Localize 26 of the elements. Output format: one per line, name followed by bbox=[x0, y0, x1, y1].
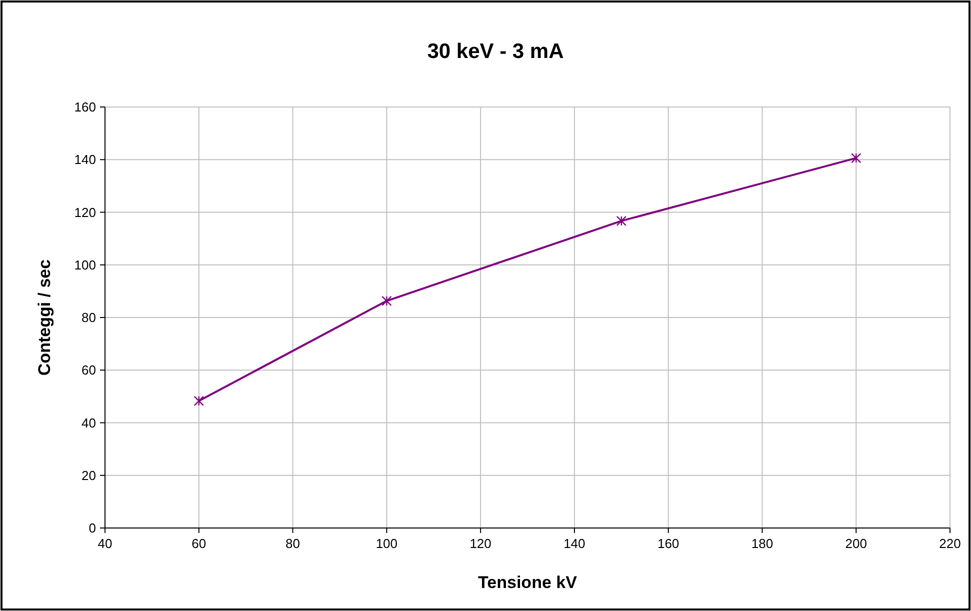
y-tick-label: 80 bbox=[82, 310, 96, 325]
x-axis-title: Tensione kV bbox=[478, 573, 578, 592]
point bbox=[851, 152, 862, 164]
x-tick-label: 180 bbox=[751, 536, 774, 551]
x-tick-label: 120 bbox=[470, 536, 492, 551]
point bbox=[616, 216, 626, 226]
y-tick-label: 160 bbox=[74, 100, 96, 114]
x-tick-label: 100 bbox=[376, 536, 398, 551]
y-tick-label: 60 bbox=[82, 362, 96, 378]
y-tick-label: 140 bbox=[74, 152, 96, 168]
point bbox=[382, 296, 392, 306]
x-tick-label: 40 bbox=[98, 536, 112, 551]
x-tick-label: 200 bbox=[845, 536, 867, 551]
point bbox=[194, 396, 204, 406]
y-tick-label: 20 bbox=[82, 468, 96, 483]
y-axis-title: Conteggi / sec bbox=[35, 259, 54, 376]
x-tick-label: 140 bbox=[564, 536, 586, 551]
x-tick-label: 220 bbox=[939, 536, 961, 551]
y-tick-label: 0 bbox=[88, 520, 96, 536]
chart-title: 30 keV - 3 mA bbox=[427, 40, 564, 63]
y-tick-label: 120 bbox=[74, 204, 96, 220]
y-tick-label: 100 bbox=[74, 257, 96, 272]
x-tick-label: 160 bbox=[657, 536, 680, 551]
x-tick-label: 60 bbox=[192, 536, 206, 551]
y-tick-label: 40 bbox=[82, 415, 96, 430]
x-tick-label: 80 bbox=[286, 536, 300, 551]
